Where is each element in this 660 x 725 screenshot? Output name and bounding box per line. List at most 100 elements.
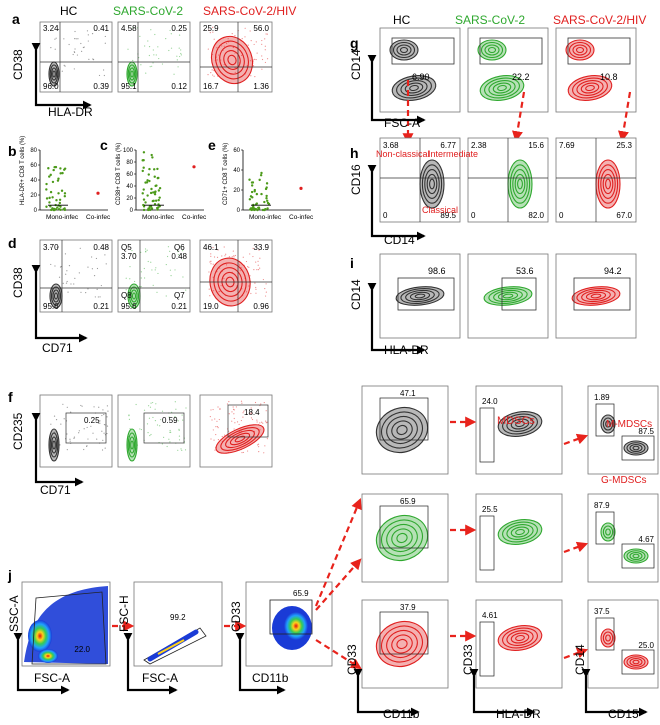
gate-value: 24.0 bbox=[482, 397, 498, 406]
x-tick-label: Mono-infec bbox=[46, 214, 79, 221]
data-point-mono bbox=[148, 205, 152, 208]
g-mdscs-label: G-MDSCs bbox=[601, 475, 647, 486]
quadrant-br-value: 0.21 bbox=[171, 302, 187, 311]
panel-a-letter: a bbox=[12, 11, 20, 27]
x-tick-label: Co-infec bbox=[289, 214, 314, 221]
quadrant-tl-value: 46.1 bbox=[203, 243, 219, 252]
panel-i-plots: 98.6 53.6 94.2 bbox=[367, 253, 637, 355]
contour-plot bbox=[595, 159, 621, 209]
quadrant-tr-value: 25.3 bbox=[616, 141, 632, 150]
y-tick-label: 0 bbox=[34, 208, 38, 214]
data-point-mono bbox=[261, 208, 265, 212]
data-point-mono bbox=[250, 190, 254, 194]
data-point-mono bbox=[56, 179, 60, 182]
data-point-mono bbox=[146, 208, 150, 212]
quadrant-tl-value: 25.9 bbox=[203, 24, 219, 33]
quadrant-bl-value: 16.7 bbox=[203, 82, 219, 91]
gate-rect bbox=[567, 37, 631, 65]
y-tick-label: 40 bbox=[126, 184, 133, 190]
y-tick-label: 20 bbox=[30, 193, 37, 199]
label-classical: Classical bbox=[422, 205, 458, 215]
y-tick-label: 80 bbox=[126, 160, 133, 166]
panel-j-p1-axis-arrows bbox=[13, 632, 70, 695]
contour-plot bbox=[600, 414, 616, 434]
data-point-mono bbox=[49, 173, 52, 177]
flow-arrow bbox=[563, 541, 589, 554]
data-point-mono bbox=[61, 171, 64, 175]
data-point-mono bbox=[253, 188, 257, 192]
data-point-mono bbox=[53, 208, 56, 212]
panel-f-plot-frame bbox=[199, 394, 273, 468]
panel-a-plot-frame bbox=[199, 21, 273, 93]
data-point-mono bbox=[150, 187, 153, 191]
quadrant-tr-value: 15.6 bbox=[528, 141, 544, 150]
quadrant-tr-name: Q6 bbox=[174, 243, 185, 252]
panel-j-hladr-frame bbox=[475, 385, 563, 475]
data-point-mono bbox=[142, 203, 145, 207]
quadrant-bl-value: 96.0 bbox=[43, 82, 59, 91]
y-tick-label: 80 bbox=[30, 148, 37, 154]
panel-d-plots: 3.70 0.48 95.6 0.21 Q5 Q6 Q8 Q7 3.70 0.48 95.6 0.21… bbox=[31, 239, 273, 343]
contour-plot bbox=[419, 159, 445, 209]
data-point-mono bbox=[60, 189, 64, 192]
panel-a-ylabel: CD38 bbox=[11, 49, 25, 80]
data-point-mono bbox=[157, 189, 161, 192]
panel-h-ylabel: CD16 bbox=[349, 164, 363, 195]
gate-value: 4.61 bbox=[482, 611, 498, 620]
panel-j-p1-xlabel: FSC-A bbox=[34, 671, 70, 685]
mdscs-label: MDSCs bbox=[497, 415, 535, 427]
panel-j-p3-xlabel: CD11b bbox=[252, 671, 289, 685]
contour-plot bbox=[375, 514, 429, 562]
gate-rect bbox=[621, 543, 655, 569]
data-point-mono bbox=[142, 166, 145, 169]
data-point-mono bbox=[58, 201, 62, 205]
contour-plot bbox=[215, 424, 265, 454]
panel-j-p2-frame bbox=[133, 581, 223, 667]
panel-h-xlabel: CD14 bbox=[384, 233, 415, 247]
panel-a-axis-arrows bbox=[31, 42, 92, 110]
gate-value: 65.9 bbox=[400, 497, 416, 506]
panel-g-plot-frame bbox=[467, 27, 549, 113]
data-point-mono bbox=[51, 196, 54, 199]
panel-f-xlabel: CD71 bbox=[40, 483, 71, 497]
gate-value-gmdsc: 87.5 bbox=[638, 427, 654, 436]
gate-rect bbox=[379, 397, 429, 441]
panel-h-plots: 3.68 6.77 0 89.5 2.38 15.6 0 82.0 7.69 25.3 0 67.0 N… bbox=[367, 137, 637, 241]
header-hiv-left: SARS-CoV-2/HIV bbox=[203, 4, 296, 18]
quadrant-tr-value: 0.48 bbox=[93, 243, 109, 252]
data-point-mono bbox=[266, 199, 269, 202]
gate-rect bbox=[595, 617, 615, 651]
panel-g-xlabel: FSC-A bbox=[384, 116, 420, 130]
data-point-mono bbox=[48, 201, 51, 204]
panel-f-letter: f bbox=[8, 389, 13, 405]
gate-value: 65.9 bbox=[293, 589, 309, 598]
data-point-mono bbox=[45, 205, 48, 208]
contour-plot bbox=[375, 620, 429, 668]
data-point-mono bbox=[265, 194, 268, 198]
panel-c-letter: c bbox=[100, 137, 108, 153]
contour-plot bbox=[567, 75, 613, 101]
data-point-mono bbox=[59, 167, 62, 170]
panel-j-axis-arrows-1 bbox=[353, 668, 420, 717]
contour-plot bbox=[48, 428, 60, 462]
panel-e-letter: e bbox=[208, 137, 216, 153]
data-point-mono bbox=[154, 190, 157, 193]
data-point-mono bbox=[63, 192, 67, 195]
data-point-mono bbox=[141, 192, 144, 195]
quadrant-bl-value: 19.0 bbox=[203, 302, 219, 311]
quadrant-tl-value: 3.70 bbox=[43, 243, 59, 252]
data-point-mono bbox=[267, 202, 271, 206]
quadrant-tl-value: 4.58 bbox=[121, 24, 137, 33]
panel-i-plot-frame bbox=[467, 253, 549, 339]
panel-d-axis-arrows bbox=[31, 264, 88, 343]
panel-j-p3-axis-arrows bbox=[235, 632, 286, 695]
contour-plot bbox=[483, 286, 533, 306]
panel-j-cd33-label-a: CD33 bbox=[345, 644, 359, 675]
quadrant-tl-value: 7.69 bbox=[559, 141, 575, 150]
contour-plot bbox=[600, 522, 616, 542]
data-point-mono bbox=[253, 208, 257, 211]
panel-i-plot-frame bbox=[555, 253, 637, 339]
panel-d-xlabel: CD71 bbox=[42, 341, 73, 355]
panel-i-axis-arrows bbox=[367, 282, 426, 355]
